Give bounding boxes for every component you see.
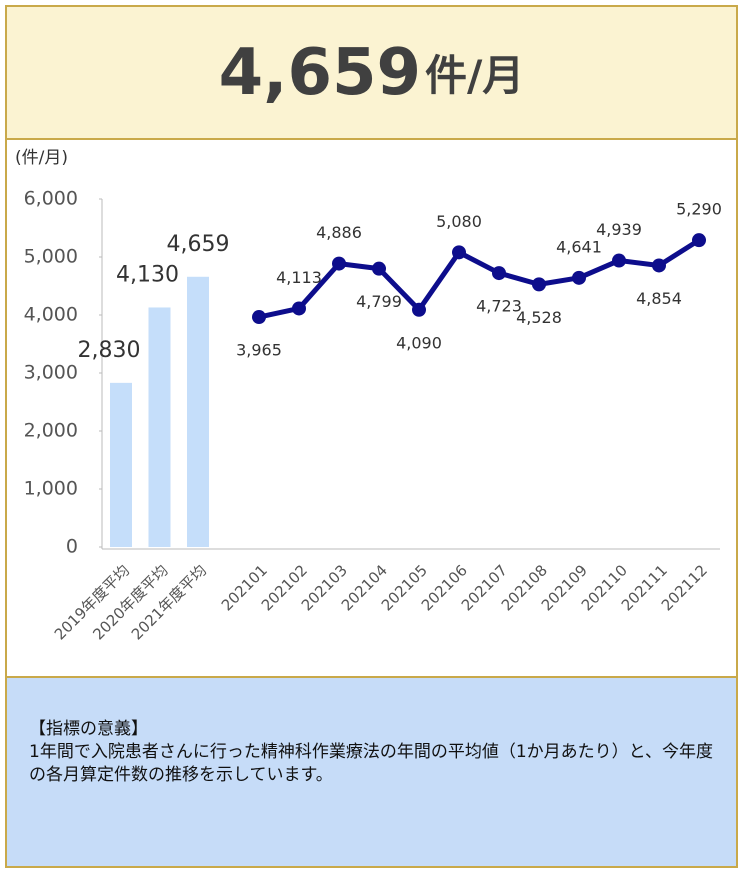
footer-title: 【指標の意義】 <box>29 719 148 739</box>
header: 4,659 件/月 <box>5 5 738 140</box>
header-unit: 件/月 <box>425 51 525 100</box>
footer-text: 1年間で入院患者さんに行った精神科作業療法の年間の平均値（1か月あたり）と、今年… <box>29 742 713 785</box>
header-value: 4,659 <box>218 35 422 110</box>
footer: 【指標の意義】 1年間で入院患者さんに行った精神科作業療法の年間の平均値（1か月… <box>5 676 738 868</box>
chart-box <box>5 138 738 676</box>
